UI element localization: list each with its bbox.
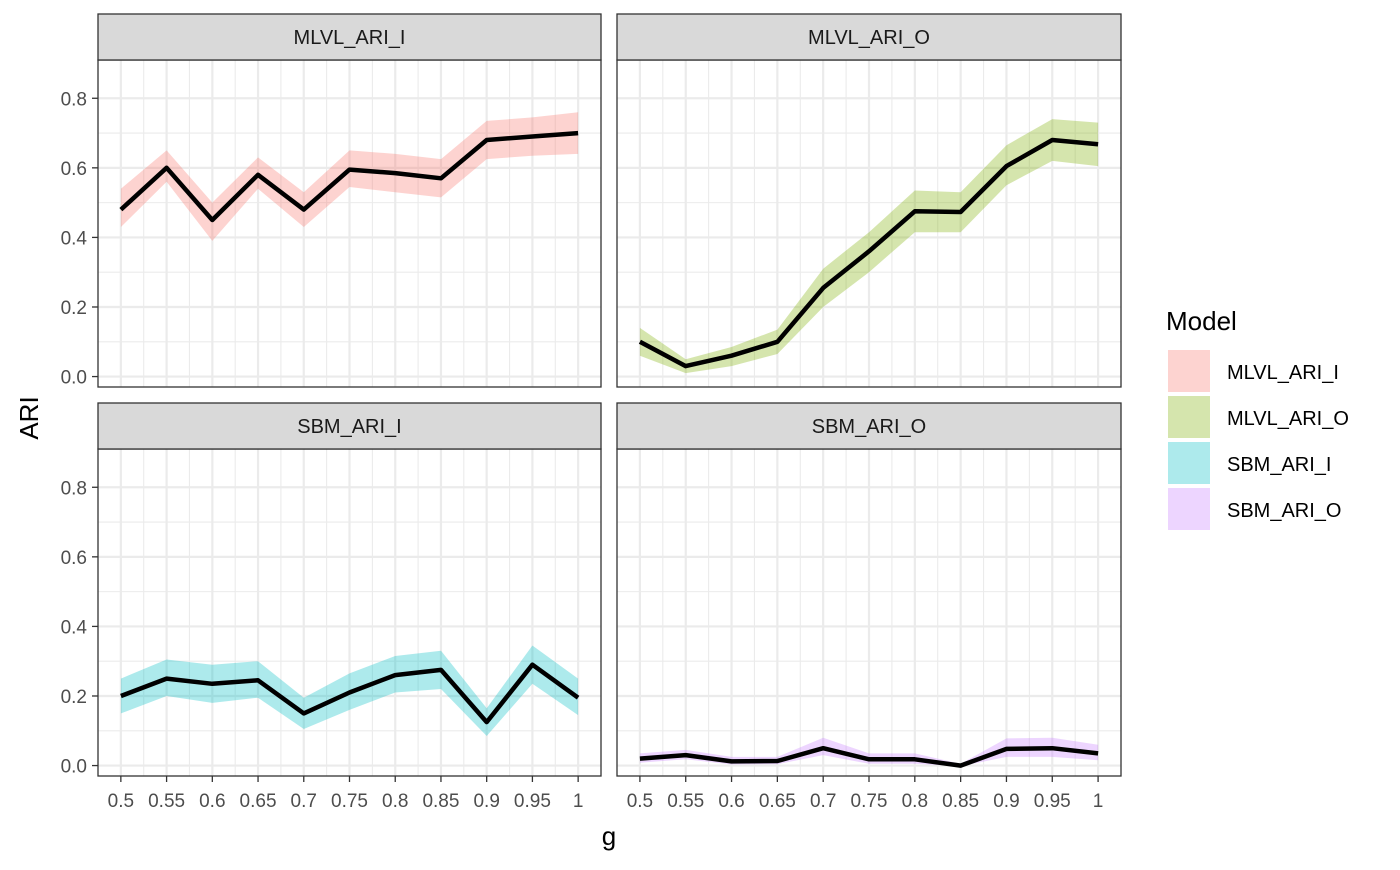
x-tick-label: 0.55	[148, 791, 185, 812]
y-tick-label: 0.2	[61, 687, 87, 708]
x-tick-label: 0.5	[627, 791, 653, 812]
y-tick-label: 0.6	[61, 548, 87, 569]
legend-key-sbm-ari-i	[1168, 442, 1210, 484]
y-tick-label: 0.6	[61, 159, 87, 180]
x-tick-label: 0.9	[993, 791, 1019, 812]
legend-key-mlvl-ari-o	[1168, 396, 1210, 438]
x-tick-label: 0.8	[902, 791, 928, 812]
strip-background	[97, 402, 602, 450]
strip-background	[616, 402, 1122, 450]
x-tick-label: 0.85	[422, 791, 459, 812]
x-tick-label: 0.6	[199, 791, 225, 812]
x-tick-label: 0.7	[291, 791, 317, 812]
x-tick-label: 0.75	[851, 791, 888, 812]
x-tick-label: 0.8	[382, 791, 408, 812]
x-tick-label: 0.95	[1034, 791, 1071, 812]
y-tick-label: 0.8	[61, 89, 87, 110]
strip-background	[616, 13, 1122, 61]
series-line-sbm-ari-o	[639, 745, 1099, 768]
y-tick-label: 0.0	[61, 368, 87, 389]
strip-label-sbm-ari-i: SBM_ARI_I	[297, 416, 401, 438]
x-tick-label: 0.55	[667, 791, 704, 812]
x-tick-label: 0.9	[473, 791, 499, 812]
x-tick-label: 0.7	[810, 791, 836, 812]
legend-label: SBM_ARI_I	[1227, 454, 1331, 476]
series-line-sbm-ari-i	[120, 662, 580, 725]
x-tick-label: 0.85	[942, 791, 979, 812]
x-tick-label: 0.6	[718, 791, 744, 812]
ribbon-mlvl-ari-i	[120, 112, 579, 241]
x-tick-label: 0.65	[759, 791, 796, 812]
strip-background	[97, 13, 602, 61]
y-tick-label: 0.4	[61, 617, 88, 638]
legend-label: MLVL_ARI_O	[1227, 408, 1349, 430]
strip-label-mlvl-ari-o: MLVL_ARI_O	[808, 27, 930, 49]
x-tick-label: 0.95	[514, 791, 551, 812]
y-tick-label: 0.0	[61, 757, 87, 778]
x-tick-label: 1	[573, 791, 584, 812]
y-axis-title: ARI	[14, 396, 44, 439]
strip-label-mlvl-ari-i: MLVL_ARI_I	[294, 27, 406, 49]
x-tick-label: 0.75	[331, 791, 368, 812]
series-line-mlvl-ari-i	[119, 130, 579, 223]
x-tick-label: 0.65	[240, 791, 277, 812]
legend-label: MLVL_ARI_I	[1227, 362, 1339, 384]
y-tick-label: 0.2	[61, 298, 87, 319]
legend-title: Model	[1166, 306, 1237, 336]
legend-key-mlvl-ari-i	[1168, 350, 1210, 392]
x-tick-label: 1	[1093, 791, 1104, 812]
x-axis-title: g	[602, 821, 616, 851]
legend-label: SBM_ARI_O	[1227, 500, 1341, 522]
y-tick-label: 0.4	[61, 228, 88, 249]
ribbon-mlvl-ari-o	[639, 119, 1099, 374]
strip-label-sbm-ari-o: SBM_ARI_O	[812, 416, 926, 438]
legend-key-sbm-ari-o	[1168, 488, 1210, 530]
series-line-mlvl-ari-o	[638, 137, 1099, 369]
y-tick-label: 0.8	[61, 478, 87, 499]
x-tick-label: 0.5	[108, 791, 134, 812]
